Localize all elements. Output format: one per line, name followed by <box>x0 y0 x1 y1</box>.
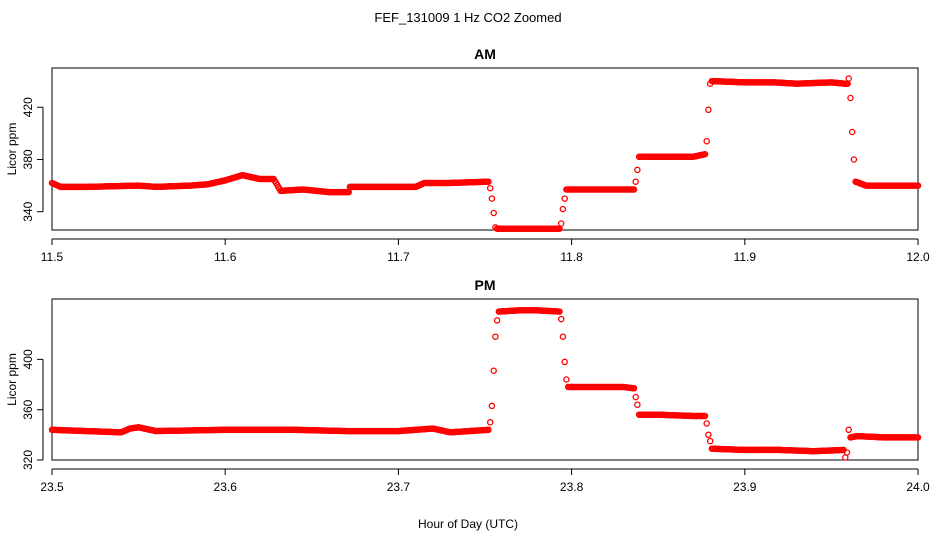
data-point <box>490 209 497 217</box>
x-tick-label: 11.6 <box>214 250 237 264</box>
data-point <box>556 308 563 315</box>
x-tick-label: 11.8 <box>560 250 583 264</box>
data-point <box>703 137 710 145</box>
data-point <box>630 186 638 193</box>
chart-panels: AM Licor ppm 11.5 11.6 11.7 11.8 11.9 12.0 340 38… <box>5 46 930 494</box>
data-point <box>492 333 499 340</box>
x-tick-label: 23.6 <box>214 480 238 494</box>
chart-panel-am: AM Licor ppm 11.5 11.6 11.7 11.8 11.9 12.0 340 38… <box>5 46 930 264</box>
x-tick-label: 11.9 <box>734 250 757 264</box>
data-point <box>701 150 709 158</box>
data-point <box>703 420 710 427</box>
panel-title: AM <box>474 46 496 62</box>
y-tick-label: 320 <box>21 450 35 470</box>
x-tick-label: 23.7 <box>387 480 411 494</box>
data-point <box>490 367 497 374</box>
data-point <box>705 431 712 439</box>
y-tick-label: 380 <box>21 149 35 169</box>
x-tick-label: 12.0 <box>906 250 930 264</box>
x-tick-label: 23.8 <box>560 480 584 494</box>
data-point <box>914 434 922 441</box>
data-point <box>630 385 638 392</box>
data-points <box>48 75 922 232</box>
y-tick-label: 340 <box>21 201 35 221</box>
x-tick-label: 23.5 <box>40 480 64 494</box>
data-point <box>485 178 492 185</box>
data-point <box>843 449 851 456</box>
x-tick-label: 11.7 <box>387 250 410 264</box>
data-point <box>845 75 852 82</box>
data-point <box>557 220 565 227</box>
data-point <box>632 178 639 185</box>
data-point <box>706 437 714 445</box>
data-point <box>486 419 494 426</box>
x-tick-label: 23.9 <box>733 480 757 494</box>
data-point <box>493 317 501 324</box>
data-point <box>848 128 856 136</box>
data-point <box>705 106 712 114</box>
data-point <box>485 426 492 434</box>
data-point <box>850 156 858 163</box>
y-axis-label: Licor ppm <box>5 123 19 176</box>
data-point <box>701 412 709 420</box>
data-point <box>563 376 570 383</box>
data-point <box>559 333 567 340</box>
data-point <box>634 166 641 174</box>
data-point <box>488 195 496 202</box>
panel-title: PM <box>475 277 496 293</box>
data-point <box>559 205 567 213</box>
x-tick-label: 24.0 <box>906 480 930 494</box>
data-point <box>561 358 568 366</box>
data-point <box>561 195 568 202</box>
data-point <box>634 401 641 408</box>
y-tick-label: 360 <box>21 399 35 419</box>
data-point <box>486 184 494 192</box>
x-tick-label: 11.5 <box>41 250 64 264</box>
data-point <box>488 402 496 410</box>
data-point <box>845 426 852 434</box>
figure-x-axis-label: Hour of Day (UTC) <box>418 517 518 531</box>
data-point <box>847 94 854 102</box>
data-point <box>557 315 565 323</box>
chart-panel-pm: PM Licor ppm 23.5 23.6 23.7 23.8 23.9 24.0 320 36… <box>5 277 930 494</box>
data-point <box>632 393 639 401</box>
plot-frame <box>51 67 919 231</box>
data-points <box>48 307 922 461</box>
y-axis-label: Licor ppm <box>5 353 19 406</box>
plot-frame <box>51 298 919 461</box>
figure-title: FEF_131009 1 Hz CO2 Zoomed <box>374 10 561 25</box>
y-tick-label: 400 <box>21 349 35 369</box>
data-point <box>914 182 922 189</box>
y-tick-label: 420 <box>21 97 35 117</box>
